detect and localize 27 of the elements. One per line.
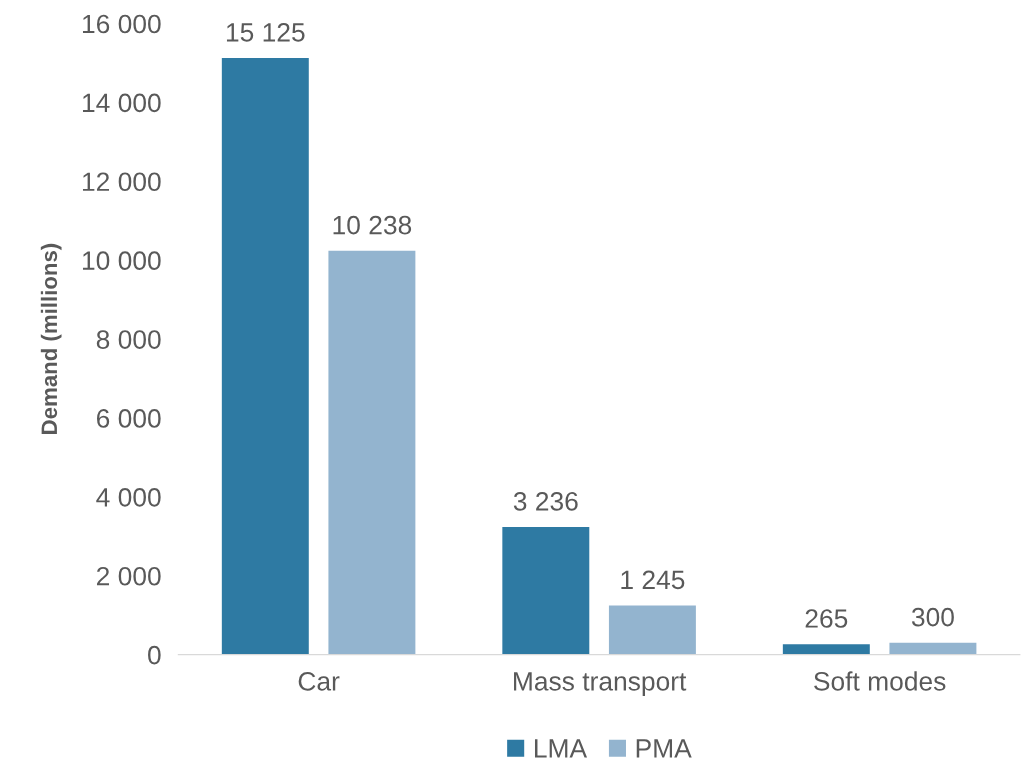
bar — [782, 644, 870, 655]
y-tick-label: 2 000 — [96, 566, 161, 586]
legend-label: PMA — [636, 739, 692, 758]
y-axis-title: Demand (millions) — [40, 243, 62, 434]
y-tick-label: 10 000 — [82, 251, 161, 271]
data-label: 1 245 — [621, 570, 685, 590]
bar — [328, 250, 416, 655]
data-label: 3 236 — [513, 491, 578, 511]
y-tick-label: 0 — [148, 645, 161, 665]
bar — [889, 642, 977, 655]
x-tick-label: Mass transport — [514, 672, 687, 696]
data-label: 15 125 — [226, 23, 305, 42]
y-tick-label: 6 000 — [96, 409, 161, 428]
y-tick-label: 4 000 — [96, 487, 161, 507]
data-label: 300 — [911, 607, 954, 627]
bar — [502, 527, 590, 655]
data-label: 265 — [805, 609, 848, 628]
bar — [608, 605, 696, 655]
x-tick-label: Soft modes — [814, 671, 946, 691]
y-tick-label: 12 000 — [82, 172, 161, 192]
bar — [221, 58, 309, 655]
y-tick-label: 14 000 — [82, 93, 161, 113]
y-tick-label: 16 000 — [82, 14, 161, 34]
legend-label: LMA — [535, 739, 588, 758]
data-label: 10 238 — [333, 215, 412, 235]
y-tick-label: 8 000 — [96, 330, 161, 349]
x-tick-label: Car — [298, 672, 340, 691]
